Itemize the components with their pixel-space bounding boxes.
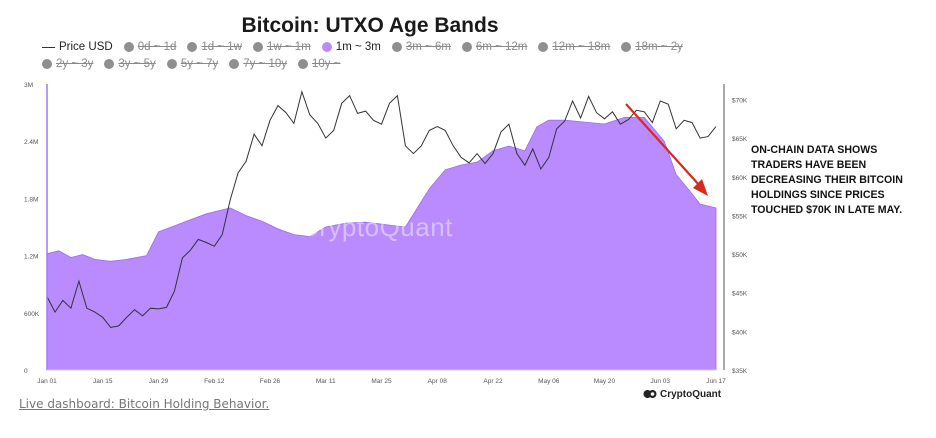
x-tick-label: Mar 25 [371,378,392,385]
legend-item[interactable]: 3y ~ 5y [104,58,156,70]
x-tick-label: Feb 26 [260,378,281,385]
legend-label: 2y ~ 3y [56,58,94,70]
y-right-tick-label: $65K [732,136,748,143]
watermark: CryptoQuant [300,212,453,242]
legend-label: 0d ~ 1d [137,41,177,53]
legend-label: 7y ~ 10y [243,58,288,70]
legend-label: 12m ~ 18m [552,41,611,53]
legend-dot-swatch [104,59,115,69]
legend-label: 1m ~ 3m [335,41,381,53]
x-tick-label: Jan 01 [37,378,57,385]
legend-item[interactable]: 6m ~ 12m [461,41,528,53]
x-tick-label: Jan 15 [93,378,113,385]
legend-dot-swatch [42,59,52,69]
x-tick-label: Jun 17 [706,378,726,385]
legend-dot-swatch [166,59,177,69]
y-left-tick-label: 1.8M [24,196,38,203]
chart-legend: Price USD 0d ~ 1d 1d ~ 1w 1w ~ 1m 1m ~ 3m 3m … [42,41,732,70]
legend-dot-swatch [123,42,134,52]
annotation-arrow-shaft [625,103,701,187]
legend-label: 6m ~ 12m [475,41,528,53]
legend-item[interactable]: 18m ~ 2y [621,41,683,53]
annotation-arrow-head [693,179,708,196]
x-tick-label: Feb 12 [204,378,225,385]
y-right-tick-label: $70K [732,97,748,104]
y-right-tick-label: $60K [732,175,748,182]
legend-dot-swatch [253,42,263,52]
legend-label: 3y ~ 5y [118,58,156,70]
y-right-tick-label: $55K [732,213,748,220]
x-tick-label: Apr 08 [428,378,448,385]
legend-item[interactable]: Price USD [42,41,113,53]
x-tick-label: Jan 29 [149,378,169,385]
legend-label: 10y ~ [312,58,341,70]
brand-logo: CryptoQuant [643,388,721,400]
legend-label: 5y ~ 7y [180,58,219,70]
legend-dot-swatch [229,59,240,69]
y-left-tick-label: 600K [24,311,40,318]
y-left-tick-label: 0 [24,368,28,375]
series-line-price-usd [46,89,717,329]
x-tick-label: Jun 03 [650,378,670,385]
cryptoquant-logo-icon [643,390,657,398]
y-left-tick-label: 2.4M [24,139,38,146]
legend-item[interactable]: 7y ~ 10y [229,58,287,70]
x-tick-label: May 06 [538,378,560,385]
legend-dot-swatch [391,42,402,52]
annotation-text: ON-CHAIN DATA SHOWS TRADERS HAVE BEEN DE… [751,144,903,216]
legend-item[interactable]: 12m ~ 18m [538,41,610,53]
legend-label: 1w ~ 1m [267,41,311,53]
y-left-tick-label: 1.2M [24,254,38,261]
legend-item[interactable]: 1d ~ 1w [187,41,242,53]
y-right-tick-label: $50K [732,252,748,259]
y-right-tick-label: $40K [732,329,748,336]
brand-name: CryptoQuant [660,388,722,400]
chart-title: Bitcoin: UTXO Age Bands [241,14,499,37]
legend-item[interactable]: 2y ~ 3y [42,58,93,70]
legend-label: Price USD [59,41,113,53]
x-tick-label: Mar 11 [316,378,336,385]
y-right-tick-label: $45K [732,291,748,298]
legend-dot-swatch [187,42,198,52]
legend-item[interactable]: 0d ~ 1d [123,41,177,53]
y-right-tick-label: $35K [732,368,748,375]
y-left-tick-label: 3M [24,82,33,89]
legend-label: 18m ~ 2y [635,41,683,53]
legend-line-swatch [42,46,55,48]
legend-item[interactable]: 3m ~ 6m [391,41,451,53]
legend-label: 1d ~ 1w [201,41,242,53]
x-tick-label: May 20 [594,378,616,385]
dashboard-link[interactable]: Live dashboard: Bitcoin Holding Behavior… [19,397,270,411]
legend-item[interactable]: 1m ~ 3m [321,41,381,53]
x-tick-label: Apr 22 [483,378,503,385]
legend-item[interactable]: 1w ~ 1m [253,41,311,53]
legend-dot-swatch [461,42,472,52]
legend-item[interactable]: 10y ~ [298,58,340,70]
legend-label: 3m ~ 6m [405,41,451,53]
legend-item[interactable]: 5y ~ 7y [166,58,219,70]
legend-dot-swatch [621,42,632,52]
legend-dot-swatch [321,42,332,52]
legend-dot-swatch [538,42,549,52]
legend-dot-swatch [298,59,309,69]
